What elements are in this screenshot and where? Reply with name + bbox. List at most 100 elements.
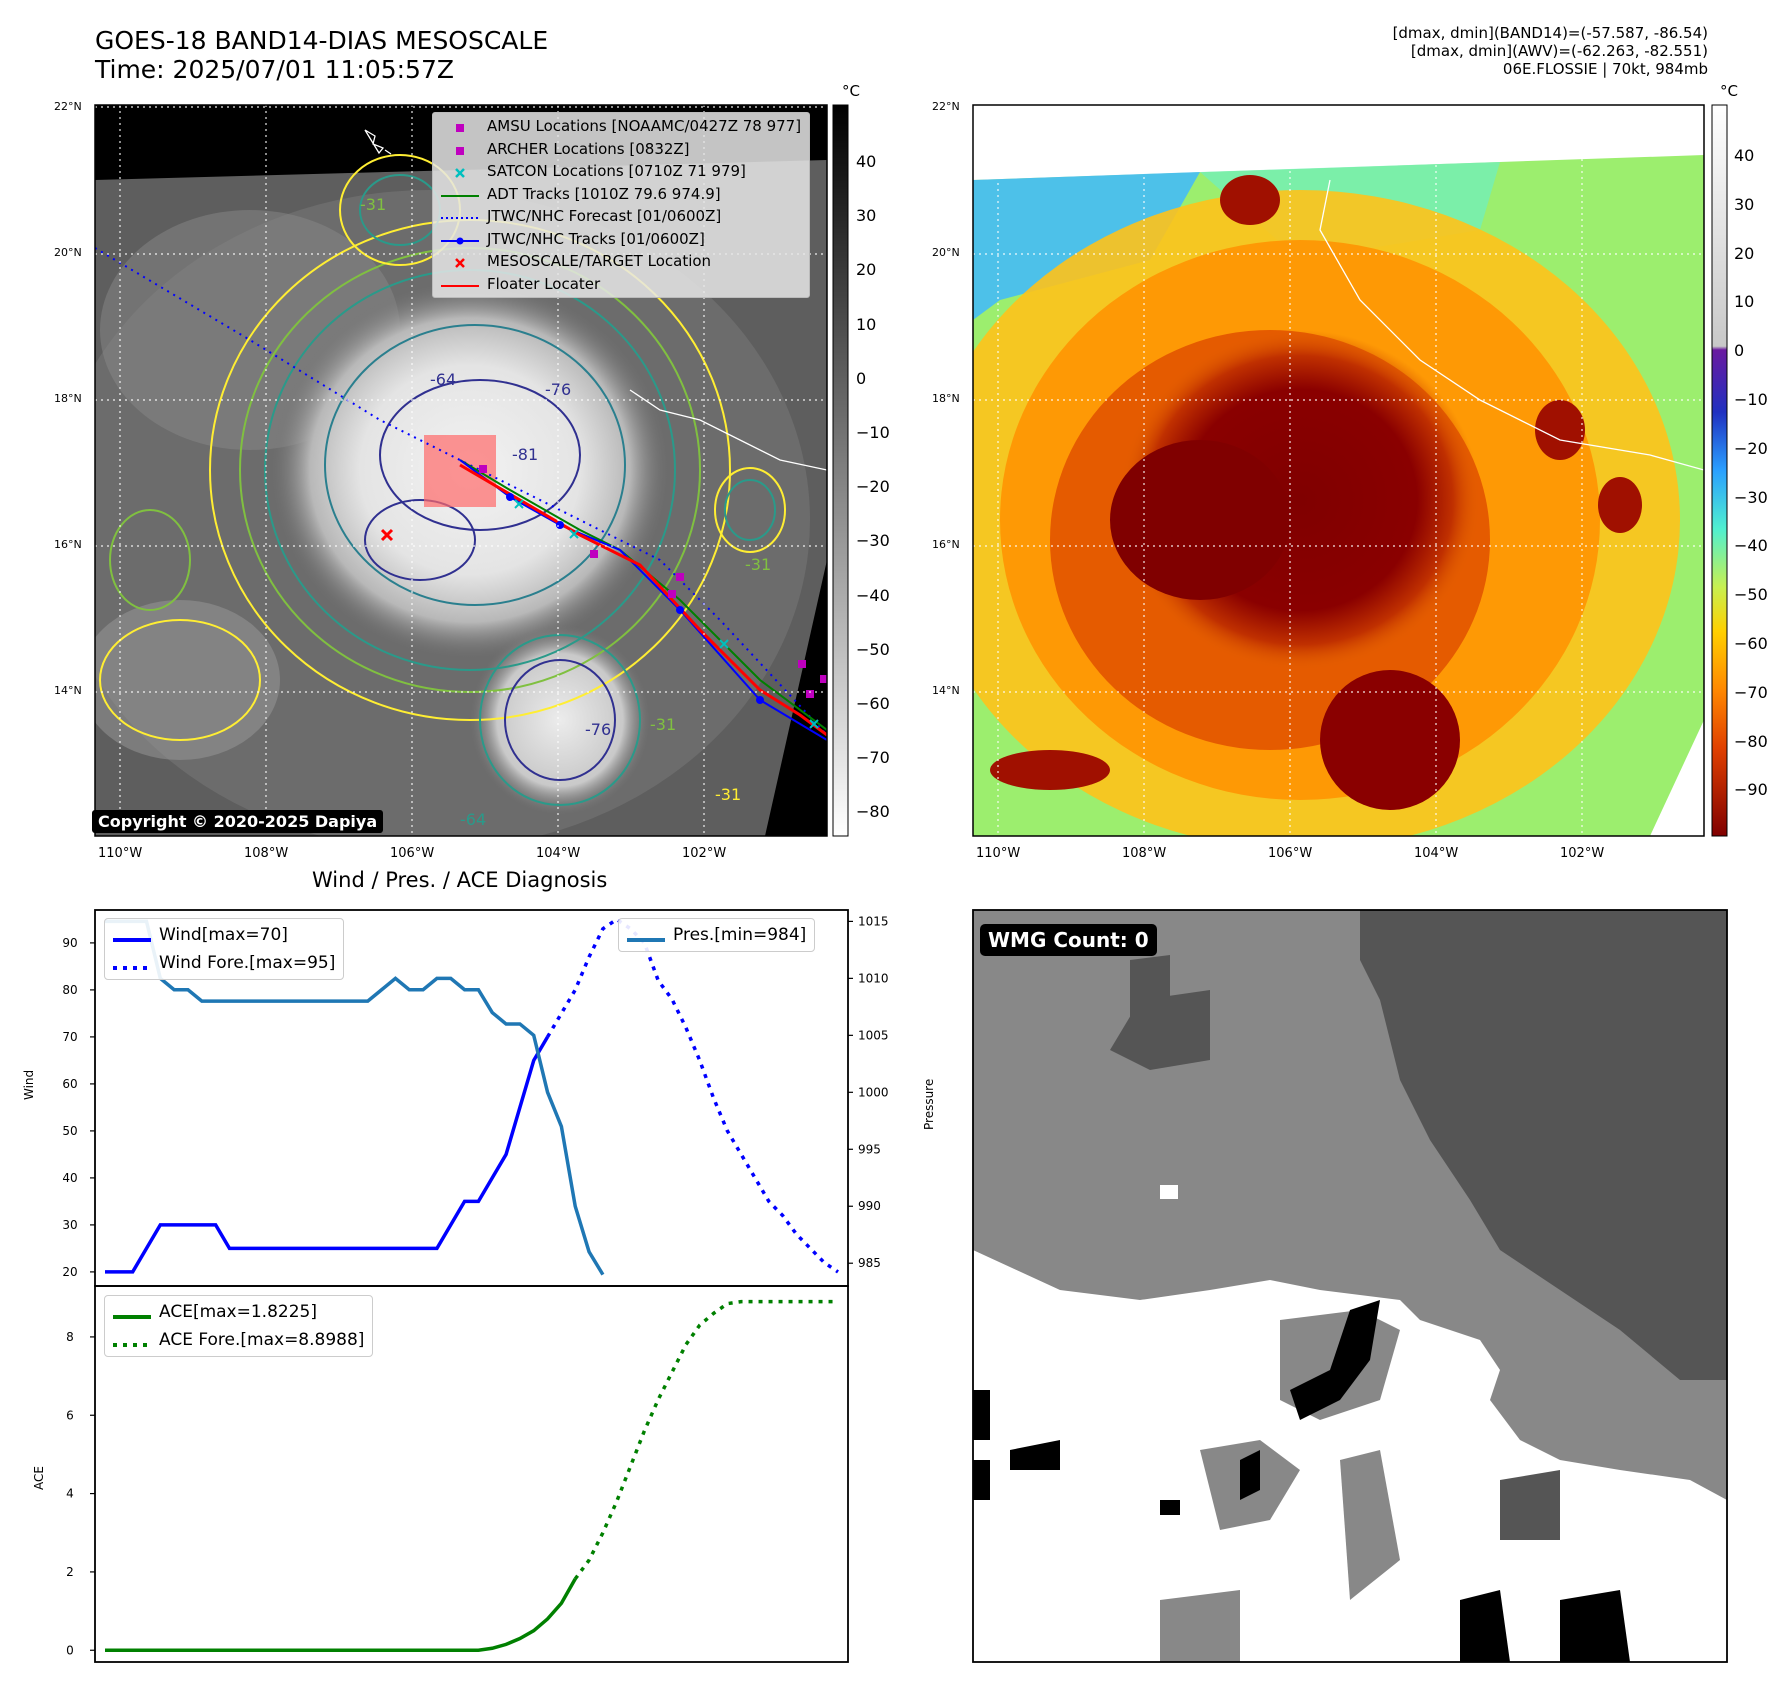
y-tick-label: 80	[62, 983, 77, 997]
legend-symbol	[441, 254, 479, 269]
lat-label: 20°N	[932, 246, 960, 259]
contour-label: -64	[460, 810, 486, 829]
solid-line-swatch	[627, 928, 665, 942]
pressure-legend: Pres.[min=984]	[618, 918, 816, 952]
legend-label: Pres.[min=984]	[673, 925, 807, 945]
legend-label: AMSU Locations [NOAAMC/0427Z 78 977]	[487, 117, 802, 135]
colorbar-tick: 40	[1734, 146, 1755, 165]
left-colorbar-unit: °C	[842, 82, 860, 100]
dotted-line-swatch	[113, 956, 151, 970]
y-tick-label: 6	[66, 1408, 74, 1422]
title-line-2: Time: 2025/07/01 11:05:57Z	[95, 55, 454, 84]
copyright-badge: Copyright © 2020-2025 Dapiya	[92, 810, 384, 833]
contour-label: -31	[650, 715, 676, 734]
colorbar-tick: −80	[1734, 731, 1768, 751]
lat-label: 14°N	[54, 684, 82, 697]
y-right-tick-label: 1005	[858, 1028, 889, 1042]
legend-symbol	[441, 119, 479, 133]
colorbar-tick: −50	[856, 639, 890, 659]
colorbar-tick: −90	[1734, 780, 1768, 800]
y-right-tick-label: 985	[858, 1256, 881, 1270]
lat-label: 14°N	[932, 684, 960, 697]
contour-labels: -64 -76 -81 -31 -76 -31 -64 -31 -31	[360, 195, 771, 829]
y-right-tick-label: 1010	[858, 971, 889, 985]
legend-symbol	[441, 232, 479, 246]
band14-map: -64 -76 -81 -31 -76 -31 -64 -31 -31	[95, 105, 827, 836]
map-legend-item: ARCHER Locations [0832Z]	[441, 138, 801, 161]
y-tick-label: 8	[66, 1330, 74, 1344]
y-right-tick-label: 1015	[858, 914, 889, 928]
map-legend-item: JTWC/NHC Forecast [01/0600Z]	[441, 205, 801, 228]
colorbar-tick: −20	[1734, 438, 1768, 458]
colorbar-tick: 10	[856, 314, 877, 334]
map-legend-item: MESOSCALE/TARGET Location	[441, 250, 801, 273]
lat-label: 18°N	[932, 392, 960, 405]
lon-label: 108°W	[244, 846, 289, 861]
lon-label: 106°W	[1268, 846, 1313, 861]
y-tick-label: 20	[62, 1265, 77, 1279]
right-colorbar-unit: °C	[1720, 82, 1738, 100]
legend-label: JTWC/NHC Tracks [01/0600Z]	[487, 229, 705, 248]
legend-label: Wind Fore.[max=95]	[159, 953, 336, 973]
intensity-info: [dmax, dmin](BAND14)=(-57.587, -86.54) […	[1393, 24, 1708, 78]
map-legend-item: Floater Locater	[441, 273, 801, 296]
lon-label: 102°W	[682, 846, 727, 861]
colorbar-tick: 20	[1734, 243, 1755, 263]
lon-label: 108°W	[1122, 846, 1167, 861]
wmg-panel	[973, 910, 1727, 1662]
legend-label: Floater Locater	[487, 274, 601, 293]
lat-label: 18°N	[54, 392, 82, 405]
series-line	[105, 919, 605, 1276]
ace-axis-label: ACE	[32, 1466, 46, 1490]
wind-pressure-plot: 20 30 40 50 60 70 80 90 985 990 995 1000 1005 1010 101…	[62, 914, 888, 1279]
colorbar-tick: −70	[856, 748, 890, 768]
colorbar-tick: −20	[856, 477, 890, 497]
colorbar-tick: −10	[856, 423, 890, 442]
colorbar-tick: 10	[1734, 292, 1755, 312]
colorbar-tick: −10	[1734, 390, 1768, 409]
legend-label: MESOSCALE/TARGET Location	[487, 252, 712, 270]
y-right-tick-label: 995	[858, 1142, 881, 1156]
lat-label: 16°N	[932, 538, 960, 551]
ace-legend: ACE[max=1.8225] ACE Fore.[max=8.8988]	[104, 1295, 374, 1357]
lat-label: 22°N	[932, 100, 960, 113]
figure-title: GOES-18 BAND14-DIAS MESOSCALE Time: 2025/…	[95, 26, 548, 84]
series-line	[573, 1299, 838, 1580]
y-tick-label: 4	[66, 1487, 74, 1501]
y-right-tick-label: 990	[858, 1199, 881, 1213]
y-tick-label: 30	[62, 1218, 77, 1232]
colorbar-tick: −60	[1734, 634, 1768, 653]
y-tick-label: 2	[66, 1565, 74, 1579]
colorbar-tick: 0	[856, 368, 867, 388]
ace-plot: 0 2 4 6 8	[66, 1299, 838, 1657]
lat-label: 20°N	[54, 246, 82, 259]
series-line	[105, 1036, 550, 1274]
legend-symbol	[441, 164, 479, 179]
y-tick-label: 90	[62, 936, 77, 950]
map-legend-item: AMSU Locations [NOAAMC/0427Z 78 977]	[441, 115, 801, 138]
dotted-line-swatch	[113, 1333, 151, 1347]
band14-colorbar	[832, 104, 849, 837]
colorbar-tick: −80	[856, 802, 890, 822]
colorbar-tick: 30	[856, 206, 877, 226]
map-legend-item: SATCON Locations [0710Z 71 979]	[441, 160, 801, 183]
legend-label: ACE Fore.[max=8.8988]	[159, 1330, 365, 1350]
awv-range: [dmax, dmin](AWV)=(-62.263, -82.551)	[1410, 42, 1708, 60]
y-right-tick-label: 1000	[858, 1085, 889, 1099]
colorbar-tick: 30	[1734, 194, 1755, 214]
awv-colorbar	[1711, 104, 1728, 837]
band14-range: [dmax, dmin](BAND14)=(-57.587, -86.54)	[1392, 24, 1708, 42]
map-legend-item: ADT Tracks [1010Z 79.6 974.9]	[441, 183, 801, 206]
contour-label: -31	[715, 785, 741, 804]
colorbar-tick: 40	[856, 152, 877, 171]
colorbar-tick: −50	[1734, 585, 1768, 605]
y-tick-label: 70	[62, 1030, 77, 1044]
legend-label: SATCON Locations [0710Z 71 979]	[487, 162, 746, 180]
ace-plot-frame	[94, 1285, 849, 1663]
lon-label: 110°W	[976, 846, 1021, 861]
series-line	[105, 1578, 577, 1652]
wind-axis-label: Wind	[22, 1069, 36, 1100]
legend-symbol	[441, 277, 479, 291]
y-tick-label: 0	[66, 1643, 74, 1657]
